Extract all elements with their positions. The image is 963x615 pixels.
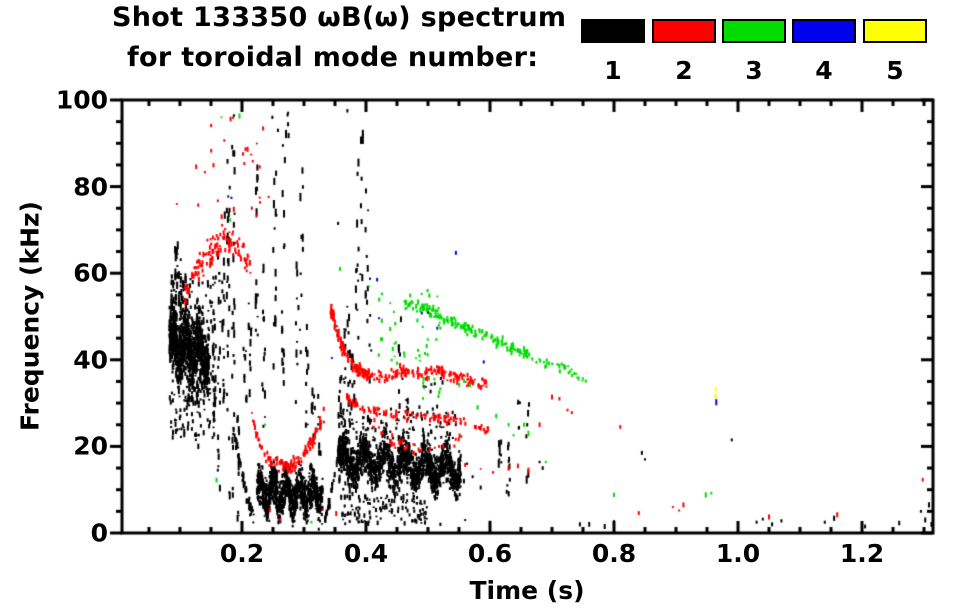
- chart-subtitle: for toroidal mode number:: [127, 42, 539, 73]
- x-tick-label: 0.2: [219, 539, 265, 568]
- y-tick-label: 80: [73, 172, 108, 202]
- y-tick-label: 100: [55, 85, 108, 115]
- x-tick-label: 1.2: [839, 539, 885, 568]
- x-tick-label: 0.4: [343, 539, 389, 568]
- legend-label-mode-4: 4: [815, 56, 833, 85]
- chart-title: Shot 133350 ωB(ω) spectrum: [112, 2, 567, 33]
- y-tick-label: 0: [90, 518, 108, 548]
- y-tick-label: 60: [73, 258, 108, 288]
- y-tick-label: 20: [73, 431, 108, 461]
- legend-swatch-mode-4: [792, 19, 856, 43]
- legend-label-mode-5: 5: [886, 56, 904, 85]
- legend-label-mode-2: 2: [675, 56, 693, 85]
- x-tick-label: 0.6: [467, 539, 513, 568]
- legend-label-mode-1: 1: [604, 56, 622, 85]
- legend-label-mode-3: 3: [745, 56, 763, 85]
- y-axis-label: Frequency (kHz): [15, 201, 45, 431]
- legend-swatch-mode-1: [581, 19, 645, 43]
- legend-swatch-mode-2: [652, 19, 716, 43]
- x-tick-label: 1.0: [715, 539, 761, 568]
- y-tick-label: 40: [73, 345, 108, 375]
- legend-swatch-mode-5: [863, 19, 927, 43]
- x-tick-label: 0.8: [591, 539, 637, 568]
- x-axis-label: Time (s): [469, 576, 585, 605]
- legend-swatch-mode-3: [722, 19, 786, 43]
